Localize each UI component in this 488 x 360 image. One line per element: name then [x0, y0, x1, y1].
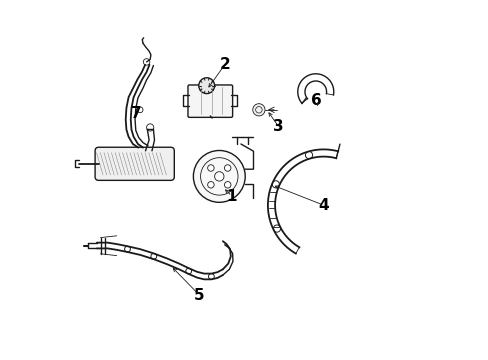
Circle shape	[146, 124, 153, 131]
Circle shape	[207, 165, 214, 171]
Text: 7: 7	[131, 106, 142, 121]
Text: 2: 2	[219, 57, 230, 72]
Text: 6: 6	[310, 93, 321, 108]
Circle shape	[214, 172, 224, 181]
FancyBboxPatch shape	[95, 147, 174, 180]
Circle shape	[252, 104, 264, 116]
Text: 5: 5	[194, 288, 204, 303]
Text: 4: 4	[318, 198, 328, 213]
FancyBboxPatch shape	[187, 85, 232, 117]
Circle shape	[224, 165, 230, 171]
Circle shape	[305, 152, 312, 159]
Circle shape	[208, 274, 214, 279]
Circle shape	[193, 150, 244, 202]
Circle shape	[151, 253, 156, 259]
Circle shape	[185, 268, 191, 274]
Text: 3: 3	[273, 119, 284, 134]
Circle shape	[199, 78, 214, 94]
Circle shape	[224, 181, 230, 188]
Text: 1: 1	[226, 189, 237, 204]
Circle shape	[273, 225, 280, 232]
Circle shape	[207, 181, 214, 188]
Circle shape	[272, 181, 279, 188]
Circle shape	[124, 246, 130, 252]
